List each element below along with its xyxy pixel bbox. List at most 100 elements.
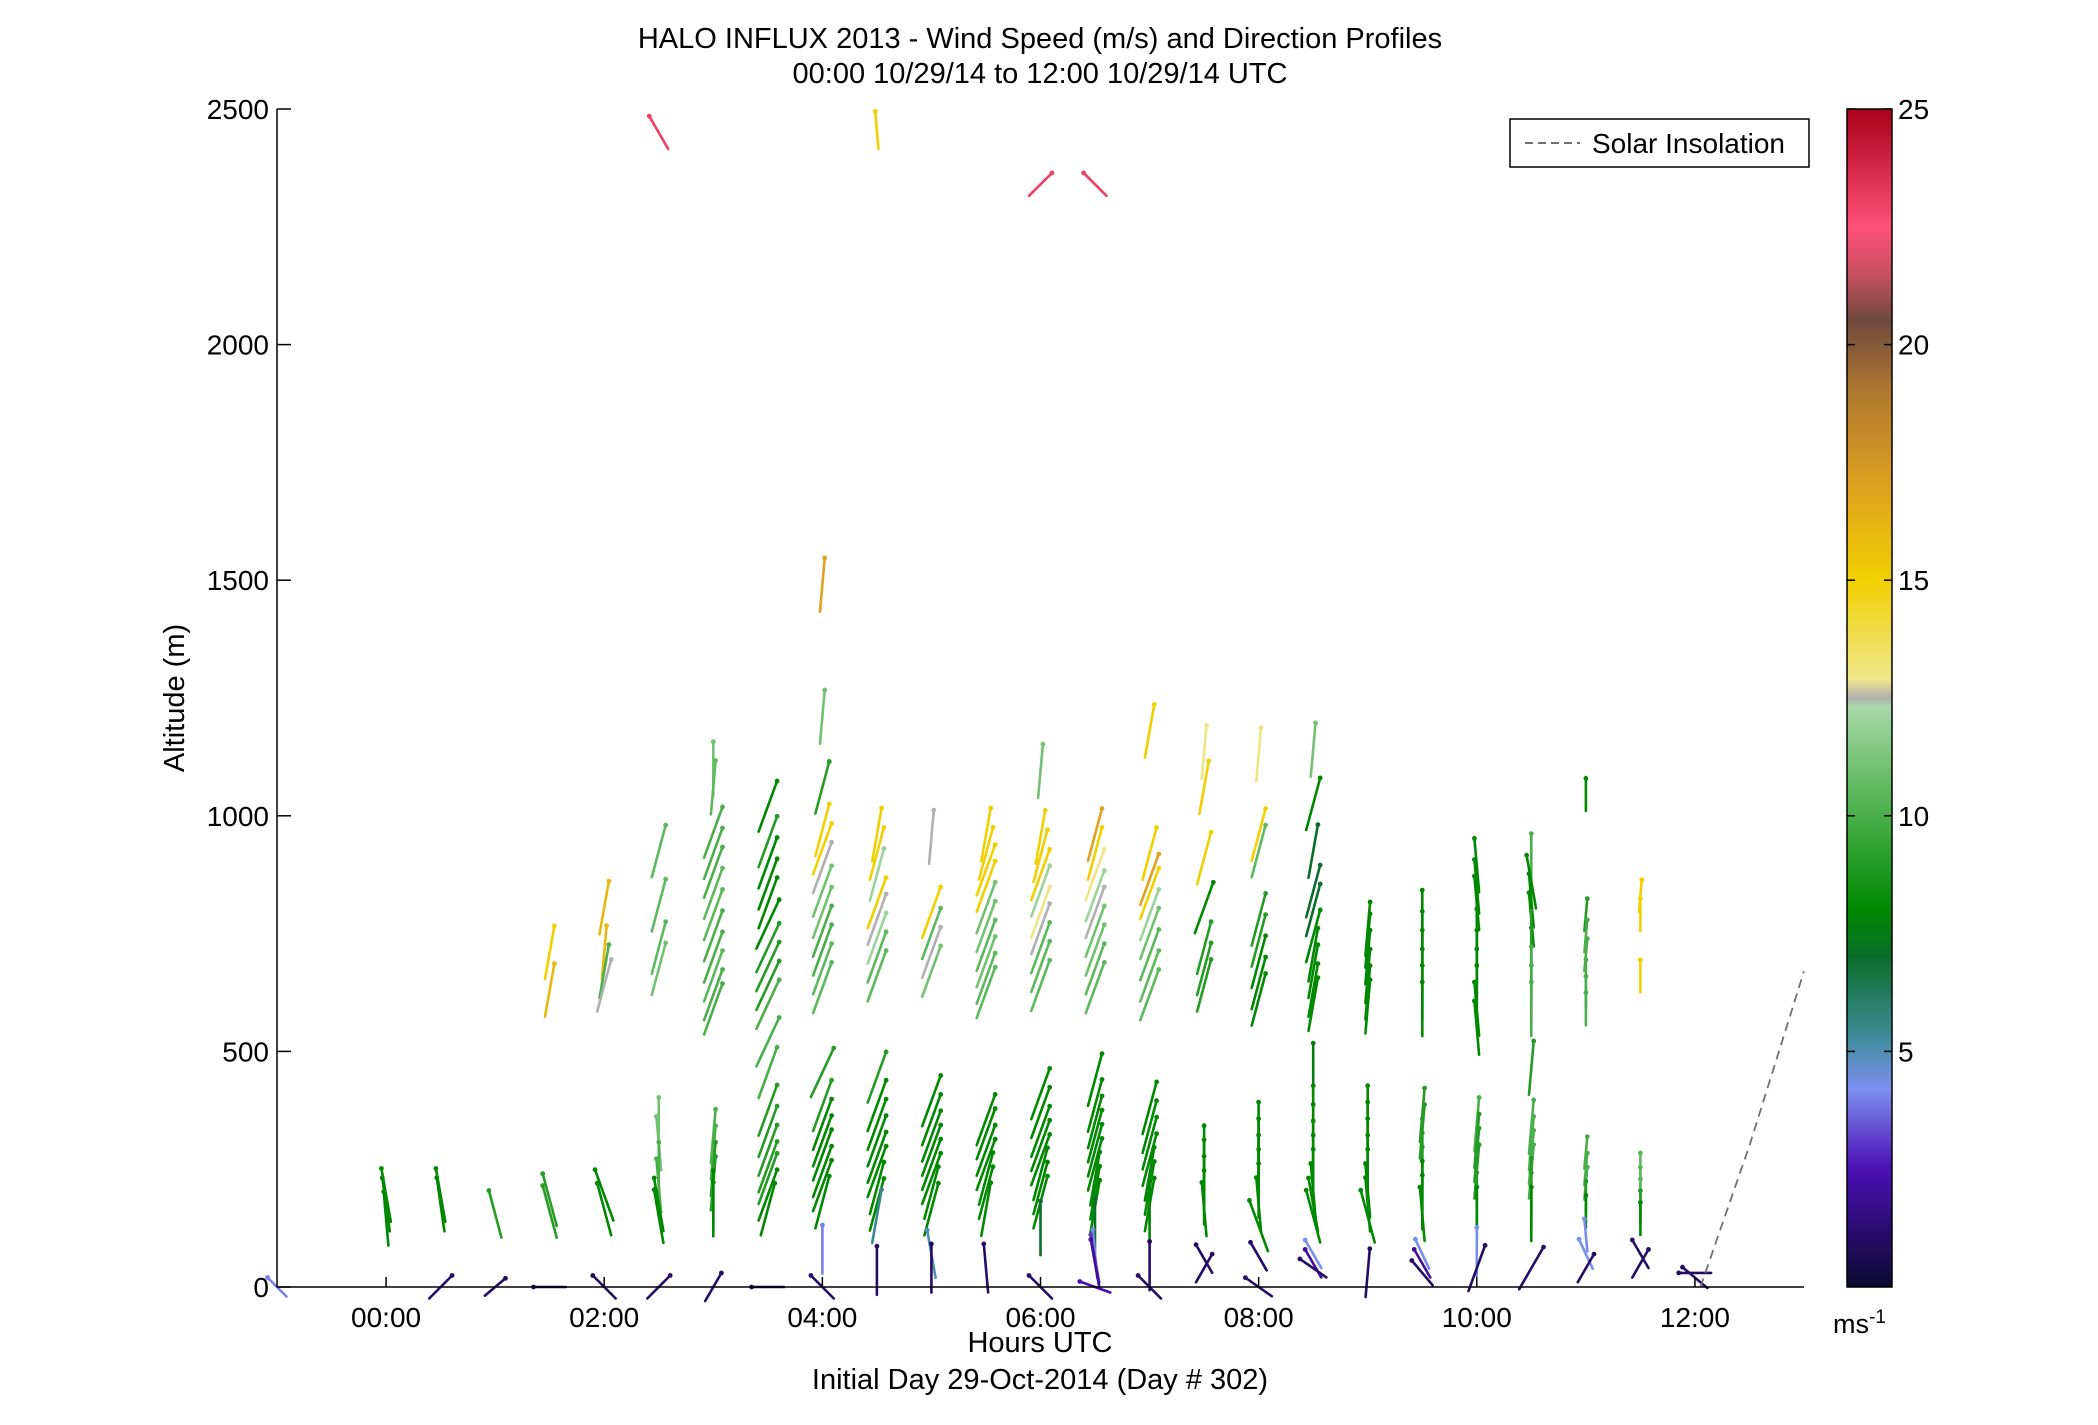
wind-vector-head <box>1583 776 1589 781</box>
solar-insolation-line <box>1699 971 1805 1288</box>
wind-vector <box>1036 742 1045 800</box>
wind-vector <box>811 864 833 918</box>
wind-vector <box>1082 171 1108 198</box>
wind-vector-head <box>1367 927 1373 933</box>
wind-vector-head <box>1365 1132 1371 1138</box>
wind-vector-head <box>1156 887 1162 892</box>
wind-vector-head <box>710 1168 716 1173</box>
wind-vector-head <box>654 1114 659 1119</box>
wind-vector-head <box>829 884 834 890</box>
wind-vector-head <box>1315 925 1321 931</box>
wind-vector <box>1030 864 1051 918</box>
wind-vector <box>979 1181 993 1238</box>
wind-vector-head <box>883 929 889 935</box>
wind-vector-head <box>874 1243 880 1249</box>
wind-vector-head <box>1528 979 1534 985</box>
wind-vector-head <box>710 1179 716 1185</box>
wind-vector-head <box>604 923 609 928</box>
wind-vector-head <box>1409 1258 1415 1263</box>
wind-vector <box>1030 921 1051 975</box>
wind-vector-head <box>720 929 725 935</box>
wind-vector <box>755 940 781 993</box>
wind-vector-head <box>1363 1175 1368 1180</box>
wind-vector-head <box>651 1187 657 1193</box>
wind-vector <box>923 1181 940 1237</box>
wind-vector-head <box>831 1045 837 1051</box>
wind-vector <box>1089 1164 1101 1221</box>
wind-vector-head <box>1474 1170 1480 1176</box>
wind-vector <box>1030 1104 1051 1159</box>
wind-vector <box>1250 972 1267 1027</box>
x-axis-label: Hours UTC <box>967 1327 1112 1359</box>
wind-vector-head <box>992 1092 998 1097</box>
colorbar-unit: ms-1 <box>1833 1307 1886 1339</box>
wind-vector <box>650 823 668 879</box>
wind-vector <box>873 110 880 151</box>
wind-vector-head <box>1310 1118 1316 1124</box>
wind-vector <box>1304 863 1322 919</box>
wind-vector-head <box>1201 1123 1207 1129</box>
wind-vector <box>600 924 608 981</box>
wind-vector-head <box>774 856 780 862</box>
wind-vector-head <box>883 1077 889 1083</box>
wind-vector-head <box>1680 1264 1685 1270</box>
wind-vector <box>1307 976 1320 1033</box>
wind-vector-head <box>774 875 780 880</box>
wind-vector-head <box>1047 938 1053 944</box>
wind-vector <box>1084 961 1106 1015</box>
wind-vector-head <box>1081 170 1086 176</box>
wind-vector-head <box>774 1139 780 1144</box>
wind-vector-head <box>992 879 998 885</box>
x-tick-label: 04:00 <box>787 1302 857 1333</box>
wind-vector <box>1473 837 1481 894</box>
wind-vector-head <box>1528 1184 1534 1190</box>
x-tick-label: 02:00 <box>569 1302 639 1333</box>
wind-vector-head <box>1306 1175 1311 1181</box>
wind-vector-head <box>1135 1273 1141 1278</box>
wind-vector <box>1195 920 1213 976</box>
wind-vector <box>1030 1086 1051 1140</box>
wind-vector-head <box>1474 1184 1480 1190</box>
wind-vector-head <box>1528 831 1534 836</box>
wind-vector <box>598 943 611 1000</box>
wind-vector-head <box>1367 946 1373 952</box>
wind-vector <box>977 1151 995 1206</box>
wind-vector <box>1084 869 1106 923</box>
wind-vector-head <box>938 1092 944 1097</box>
wind-vector-head <box>1528 908 1534 914</box>
colorbar-tick-label: 5 <box>1898 1036 1914 1067</box>
wind-vector <box>757 1168 779 1222</box>
wind-vector-head <box>720 981 725 986</box>
wind-vector <box>1034 809 1047 865</box>
wind-vector-head <box>938 1108 944 1114</box>
wind-vector-head <box>879 1187 884 1193</box>
wind-vector <box>809 1046 836 1099</box>
colorbar-ticks: 5 10 15 20 25 <box>1847 94 1929 1067</box>
wind-vector-head <box>1638 1200 1643 1205</box>
wind-vector <box>1030 902 1051 956</box>
wind-vector <box>1364 978 1372 1035</box>
wind-vector <box>975 1137 997 1192</box>
y-axis-label: Altitude (m) <box>159 624 191 772</box>
wind-vectors <box>265 109 1713 1303</box>
wind-vector-head <box>1474 1156 1480 1162</box>
wind-vector <box>1583 918 1589 954</box>
wind-vector-head <box>654 1156 659 1162</box>
wind-vector-head <box>1367 899 1373 905</box>
wind-vector-head <box>1247 1198 1252 1203</box>
wind-vector-head <box>1531 1128 1537 1133</box>
wind-vector-head <box>924 1227 930 1233</box>
wind-vector-head <box>1045 1159 1050 1165</box>
wind-vector-head <box>1047 1103 1053 1109</box>
wind-vector <box>1473 999 1481 1056</box>
wind-vector-head <box>1310 1102 1316 1107</box>
wind-vector-head <box>826 801 832 807</box>
wind-vector <box>1139 968 1161 1022</box>
wind-vector <box>1359 1188 1376 1244</box>
wind-vector-head <box>1526 890 1532 895</box>
wind-vector <box>1525 853 1538 910</box>
wind-vector-head <box>883 910 889 916</box>
wind-vector-head <box>1474 1225 1480 1230</box>
wind-vector <box>1141 1132 1158 1188</box>
wind-vector <box>920 906 943 961</box>
